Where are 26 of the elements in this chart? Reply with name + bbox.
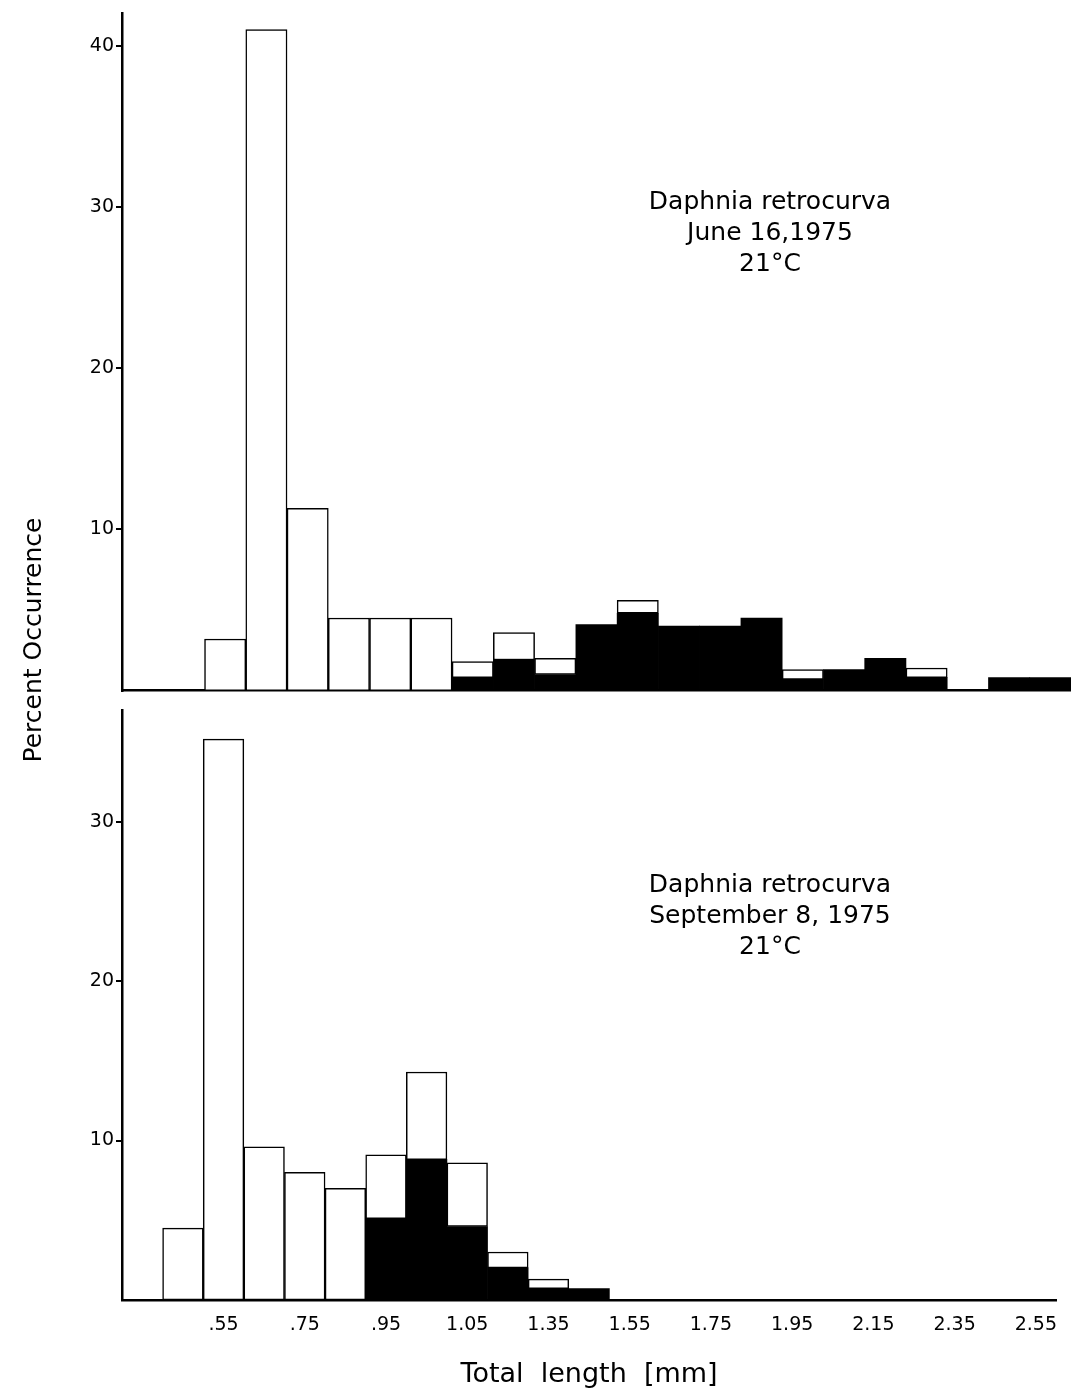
y-tick-label: 10 [89,516,114,539]
annotation: September 8, 1975 [648,899,892,930]
x-tick-label: 2.55 [1014,1312,1057,1335]
y-tick-label: 30 [89,808,114,831]
x-tick-label: 1.95 [771,1312,814,1335]
x-tick-label: 1.75 [689,1312,733,1335]
x-tick-label: 1.55 [608,1312,651,1335]
x-tick-label: 1.05 [446,1312,489,1335]
x-tick-label: 2.35 [933,1312,976,1335]
x-tick-label: 1.35 [527,1312,570,1335]
x-axis-title: Total length [mm] [459,1356,718,1388]
y-tick-label: 20 [89,968,114,991]
x-tick-label: 2.15 [852,1312,895,1335]
annotation: 21°C [738,930,802,961]
annotation: Daphnia retrocurva [647,868,893,899]
annotation: June 16,1975 [684,216,854,247]
y-axis-title: Percent Occurrence [17,517,47,763]
y-tick-label: 10 [89,1127,114,1150]
annotation: 21°C [738,247,802,278]
y-tick-label: 40 [89,32,114,55]
y-tick-label: 20 [89,355,114,378]
x-tick-label: .95 [370,1312,402,1335]
x-tick-label: .55 [208,1312,239,1335]
y-tick-label: 30 [89,193,114,216]
x-tick-label: .75 [289,1312,320,1335]
annotation: Daphnia retrocurva [647,185,893,216]
